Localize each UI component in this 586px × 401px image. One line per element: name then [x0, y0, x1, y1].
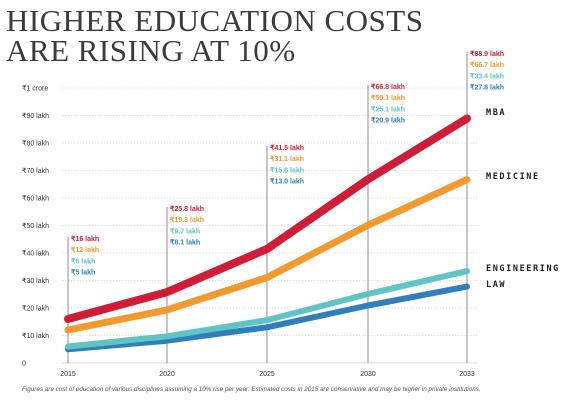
data-label-engineering: ₹25.1 lakh: [371, 105, 405, 113]
data-label-law: ₹8.1 lakh: [170, 239, 200, 247]
y-tick-label: ₹80 lakh: [22, 140, 49, 148]
data-label-mba: ₹25.8 lakh: [170, 205, 204, 213]
y-tick-label: 0: [22, 361, 26, 368]
data-label-engineering: ₹15.6 lakh: [270, 166, 304, 174]
series-name-medicine: MEDICINE: [486, 172, 540, 182]
series-name-law: LAW: [486, 280, 506, 290]
data-label-mba: ₹66.8 lakh: [371, 83, 405, 91]
data-label-engineering: ₹33.4 lakh: [470, 72, 504, 80]
data-label-mba: ₹41.5 lakh: [270, 144, 304, 152]
y-tick-label: ₹30 lakh: [22, 277, 49, 285]
data-label-mba: ₹16 lakh: [71, 235, 99, 243]
y-tick-label: ₹50 lakh: [22, 222, 49, 230]
x-tick-label: 2030: [360, 371, 376, 378]
data-label-law: ₹5 lakh: [71, 269, 95, 277]
series-name-engineering: ENGINEERING: [486, 264, 560, 274]
data-label-medicine: ₹66.7 lakh: [470, 61, 504, 69]
x-tick-label: 2025: [259, 371, 275, 378]
x-tick-label: 2033: [459, 371, 475, 378]
series-line-medicine: [64, 176, 471, 334]
footnote: Figures are cost of education of various…: [22, 386, 481, 393]
title-line-2: ARE RISING AT 10%: [6, 33, 296, 68]
data-label-engineering: ₹6 lakh: [71, 257, 95, 265]
data-label-mba: ₹88.9 lakh: [470, 50, 504, 58]
data-label-law: ₹27.8 lakh: [470, 84, 504, 92]
data-label-medicine: ₹50.1 lakh: [371, 94, 405, 102]
data-label-law: ₹13.0 lakh: [270, 178, 304, 186]
data-label-medicine: ₹12 lakh: [71, 246, 99, 254]
data-label-medicine: ₹19.3 lakh: [170, 216, 204, 224]
series-line-law: [65, 283, 470, 353]
series-line-mba: [64, 114, 471, 323]
series-name-mba: MBA: [486, 108, 506, 118]
y-tick-label: ₹60 lakh: [22, 195, 49, 203]
data-label-engineering: ₹9.7 lakh: [170, 227, 200, 235]
data-label-medicine: ₹31.1 lakh: [270, 155, 304, 163]
y-tick-label: ₹40 lakh: [22, 250, 49, 258]
x-tick-label: 2020: [159, 371, 175, 378]
data-label-law: ₹20.9 lakh: [371, 117, 405, 125]
title-line-1: HIGHER EDUCATION COSTS: [6, 3, 424, 38]
y-tick-label: ₹1 crore: [22, 85, 48, 93]
y-tick-label: ₹70 lakh: [22, 167, 49, 175]
chart-title: HIGHER EDUCATION COSTS ARE RISING AT 10%: [6, 3, 424, 68]
series-line-engineering: [65, 268, 470, 350]
y-tick-label: ₹10 lakh: [22, 332, 49, 340]
y-tick-label: ₹90 lakh: [22, 112, 49, 120]
x-tick-label: 2015: [60, 371, 76, 378]
y-tick-label: ₹20 lakh: [22, 305, 49, 313]
